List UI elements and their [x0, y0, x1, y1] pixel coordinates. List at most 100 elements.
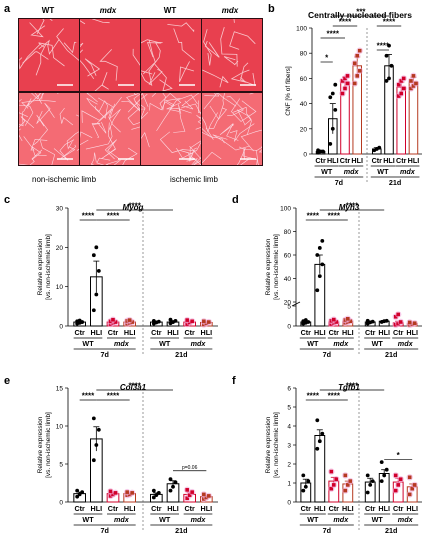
chart-f-point	[343, 488, 348, 493]
chart-d-point	[320, 262, 325, 267]
chart-b-point	[321, 149, 325, 154]
chart-f-point	[410, 486, 414, 491]
chart-d-point	[384, 318, 389, 323]
chart-b-point	[355, 74, 360, 78]
chart-b-sig-label: ****	[327, 30, 340, 39]
chart-d-category-label: HLI	[406, 328, 418, 337]
chart-e-group-label: WT	[159, 515, 171, 524]
chart-d-ylabel: [vs. non-ischemic limb]	[273, 234, 280, 300]
chart-d-point	[346, 317, 350, 321]
chart-f-bar	[378, 473, 390, 503]
chart-b-point	[352, 61, 357, 66]
chart-d-sig-label: ****	[307, 212, 320, 221]
chart-d-category-label: HLI	[314, 328, 326, 337]
chart-b-point	[330, 126, 335, 131]
chart-e-category-label: HLI	[91, 504, 103, 513]
chart-e-group-label: mdx	[191, 515, 207, 524]
chart-d-group-label: WT	[372, 339, 384, 348]
chart-f-ytick-label: 6	[287, 386, 291, 393]
chart-d-point	[412, 321, 417, 325]
chart-b-point	[377, 145, 382, 150]
chart-b-point	[357, 69, 362, 73]
chart-b-point	[401, 86, 406, 91]
chart-d-group-label: WT	[307, 339, 319, 348]
panel-e-letter: e	[4, 375, 11, 387]
chart-c-ytick-label: 30	[56, 206, 64, 213]
chart-b-category-label: Ctr	[315, 156, 326, 165]
chart-b-point	[409, 86, 413, 91]
chart-c-point	[111, 317, 115, 322]
panel-a-letter: a	[4, 3, 11, 15]
chart-b-category-label: Ctr	[372, 156, 383, 165]
chart-d-sig-label: ****	[328, 212, 341, 221]
chart-f-group-label: WT	[307, 515, 319, 524]
chart-b-category-label: Ctr	[396, 156, 407, 165]
chart-d-ytick-label: 60	[284, 253, 292, 260]
chart-b-time-label: 7d	[335, 178, 343, 187]
chart-d-time-label: 7d	[323, 350, 331, 359]
chart-e-point	[130, 491, 134, 495]
chart-e-time-label: 7d	[100, 526, 108, 535]
chart-b-category-label: Ctr	[340, 156, 351, 165]
chart-c-time-label: 7d	[100, 350, 108, 359]
chart-b-point	[399, 79, 404, 83]
chart-c-sig-label: ****	[128, 202, 141, 211]
chart-d-point	[315, 253, 320, 257]
chart-b-point	[328, 95, 333, 100]
chart-b-sig-label: ***	[356, 8, 366, 17]
chart-f-point	[398, 477, 403, 481]
chart-e-point	[154, 493, 159, 498]
chart-f-point	[306, 479, 311, 483]
chart-f-title: Tgfb1	[338, 383, 360, 392]
chart-b-point	[343, 86, 347, 91]
chart-f-point	[329, 469, 334, 474]
chart-d-ylabel: Relative expression	[265, 238, 272, 295]
chart-f-point	[393, 488, 398, 493]
chart-c-point	[151, 318, 156, 323]
chart-b-sig-label: ****	[377, 42, 390, 51]
chart-f-sig-label: ****	[307, 392, 320, 401]
chart-c-category-label: Ctr	[151, 328, 162, 337]
chart-f-point	[301, 473, 306, 478]
chart-b-point	[357, 48, 362, 53]
chart-f-point	[348, 479, 353, 483]
chart-b-point	[387, 76, 391, 81]
chart-e-category-label: HLI	[167, 504, 179, 513]
chart-e-point	[185, 488, 189, 492]
chart-b-point	[411, 74, 416, 78]
chart-e-point	[168, 477, 173, 482]
chart-b-point	[384, 53, 389, 58]
chart-f-point	[303, 484, 308, 489]
chart-e-sig-label: ****	[107, 392, 120, 401]
chart-e-point	[190, 490, 194, 494]
chart-c-point	[202, 319, 206, 324]
chart-b-ytick-label: 80	[300, 51, 308, 58]
chart-d-category-label: HLI	[342, 328, 354, 337]
chart-d-point	[365, 318, 370, 323]
chart-b-ylabel: CNF [% of fibers]	[285, 66, 292, 116]
chart-c-category-label: HLI	[91, 328, 103, 337]
chart-e-point	[80, 490, 85, 495]
chart-c-category-label: HLI	[201, 328, 213, 337]
chart-c-time-label: 21d	[175, 350, 187, 359]
chart-e-point	[113, 491, 118, 495]
chart-f-point	[407, 492, 412, 497]
histology-tile-r2-c1	[18, 92, 80, 166]
chart-b-point	[384, 79, 389, 83]
chart-b-point	[411, 84, 416, 88]
chart-e-ytick-label: 0	[59, 500, 63, 507]
chart-e-category-label: HLI	[124, 504, 136, 513]
chart-c-group-label: WT	[82, 339, 94, 348]
chart-c-point	[168, 317, 173, 322]
panel-b-letter: b	[268, 3, 275, 15]
chart-b-point	[355, 53, 360, 58]
chart-e-group-label: mdx	[114, 515, 130, 524]
chart-b-point	[409, 79, 413, 83]
chart-e-ytick-label: 5	[59, 462, 63, 469]
chart-d-time-label: 21d	[385, 350, 397, 359]
chart-b-sig-label: *	[325, 54, 329, 63]
chart-f-point	[384, 467, 389, 472]
chart-d-ytick-label: 5	[287, 304, 291, 311]
chart-f-point	[301, 488, 306, 493]
